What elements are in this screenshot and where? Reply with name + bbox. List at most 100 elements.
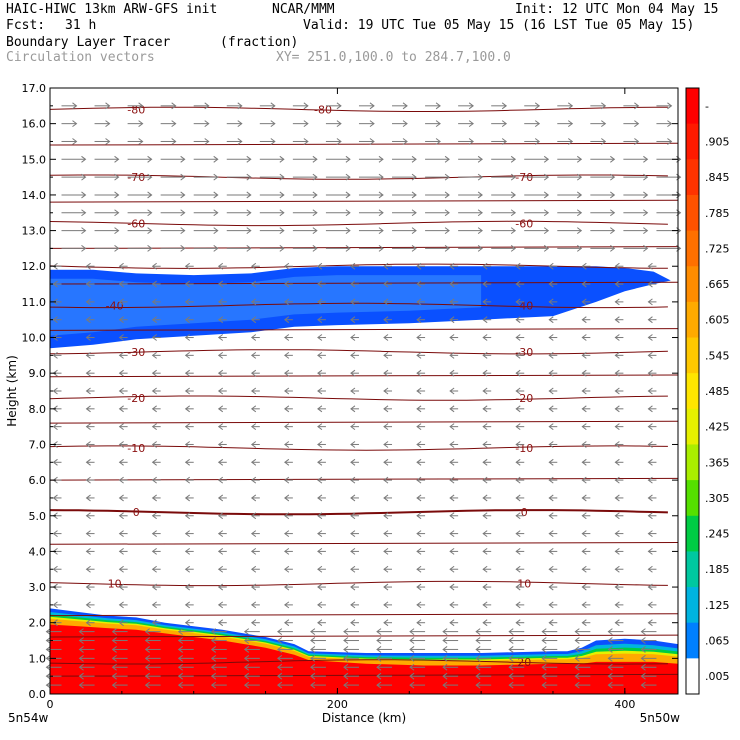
wind-vector-head (217, 405, 224, 413)
wind-vector-head (548, 530, 554, 537)
wind-vector-head (177, 637, 184, 644)
wind-vector-head (45, 646, 51, 653)
wind-vector-head (151, 316, 157, 324)
wind-vector-head (444, 245, 450, 252)
wind-vector-head (416, 405, 422, 413)
wind-vector-head (574, 637, 580, 644)
wind-vector-head (284, 530, 290, 537)
wind-vector-head (317, 280, 323, 288)
wind-vector-head (601, 102, 607, 110)
wind-vector-head (402, 138, 408, 145)
wind-vector-head (541, 646, 547, 653)
wind-vector-head (243, 646, 250, 653)
wind-vector-head (81, 155, 87, 163)
wind-vector-head (114, 209, 120, 217)
y-tick-label: 17.0 (22, 82, 47, 95)
wind-vector-head (85, 441, 91, 448)
wind-vector-head (614, 601, 620, 609)
wind-vector-head (118, 548, 124, 555)
wind-vector-head (243, 681, 250, 689)
wind-vector-head (184, 316, 191, 324)
wind-vector-head (317, 441, 323, 448)
wind-vector-head (576, 173, 583, 181)
wind-vector-head (416, 387, 422, 395)
wind-vector-head (482, 423, 488, 431)
wind-vector-head (576, 245, 583, 252)
colorbar-swatch (686, 301, 699, 339)
x-tick-label: 400 (614, 698, 635, 711)
wind-vector-head (180, 227, 186, 234)
wind-vector-head (317, 351, 323, 359)
wind-vector-head (284, 262, 290, 270)
wind-vector-head (177, 672, 184, 680)
wind-vector-head (284, 423, 290, 431)
y-tick-label: 0.0 (29, 688, 47, 701)
wind-vector-head (277, 654, 283, 662)
colorbar-label: .425 (705, 421, 730, 434)
wind-vector-head (640, 654, 646, 662)
wind-vector-head (574, 672, 580, 680)
wind-vector-head (317, 476, 323, 484)
contour-line (49, 395, 668, 401)
wind-vector-head (416, 601, 422, 609)
wind-vector-head (151, 280, 157, 288)
wind-vector-head (343, 663, 349, 671)
wind-vector-head (475, 681, 481, 689)
wind-vector-head (52, 530, 58, 537)
contour-label: -20 (515, 392, 533, 405)
wind-vector-head (376, 663, 382, 671)
wind-vector-head (543, 209, 550, 217)
wind-vector-head (515, 262, 521, 270)
wind-vector-head (508, 628, 514, 636)
wind-vector-head (350, 601, 356, 609)
wind-vector-head (449, 423, 455, 431)
wind-vector-head (515, 619, 521, 627)
wind-vector-head (312, 173, 318, 181)
wind-vector-head (581, 387, 587, 395)
wind-vector-head (574, 654, 580, 662)
wind-vector-head (45, 663, 51, 671)
wind-vector-head (548, 441, 554, 448)
wind-vector-head (640, 663, 646, 671)
wind-vector-head (184, 298, 191, 306)
wind-vector-head (548, 387, 554, 395)
wind-vector-head (118, 530, 124, 537)
wind-vector-head (383, 423, 389, 431)
wind-vector-head (284, 298, 290, 306)
wind-vector-head (508, 654, 514, 662)
wind-vector-head (416, 583, 422, 591)
colorbar-label: .845 (705, 171, 730, 184)
wind-vector-head (151, 423, 157, 431)
wind-vector-head (515, 548, 521, 555)
wind-vector-head (667, 138, 673, 145)
circulation-vectors (45, 102, 682, 689)
wind-vector-head (515, 351, 521, 359)
wind-vector-head (383, 565, 389, 573)
wind-vector-head (610, 245, 616, 252)
wind-vector-head (250, 476, 257, 484)
wind-vector-head (444, 191, 450, 199)
wind-vector-head (409, 672, 415, 680)
wind-vector-head (250, 583, 257, 591)
wind-vector-head (647, 405, 653, 413)
wind-vector-head (138, 138, 144, 145)
wind-vector-head (475, 663, 481, 671)
wind-vector-head (184, 351, 191, 359)
wind-vector-head (317, 458, 323, 466)
wind-vector-head (416, 548, 422, 555)
wind-vector-head (184, 512, 191, 520)
wind-vector-head (647, 441, 653, 448)
wind-vector-head (310, 628, 316, 636)
y-tick-label: 9.0 (29, 367, 47, 380)
wind-vector-head (442, 654, 448, 662)
wind-vector-head (468, 102, 474, 110)
valid-time: Valid: 19 UTC Tue 05 May 15 (16 LST Tue … (303, 18, 695, 33)
wind-vector-head (449, 334, 455, 341)
wind-vector-head (383, 548, 389, 555)
wind-vector-head (111, 646, 117, 653)
wind-vector-head (85, 280, 91, 288)
wind-vector-head (111, 628, 117, 636)
colorbar-label: .785 (705, 207, 730, 220)
init-time: Init: 12 UTC Mon 04 May 15 (515, 2, 719, 17)
